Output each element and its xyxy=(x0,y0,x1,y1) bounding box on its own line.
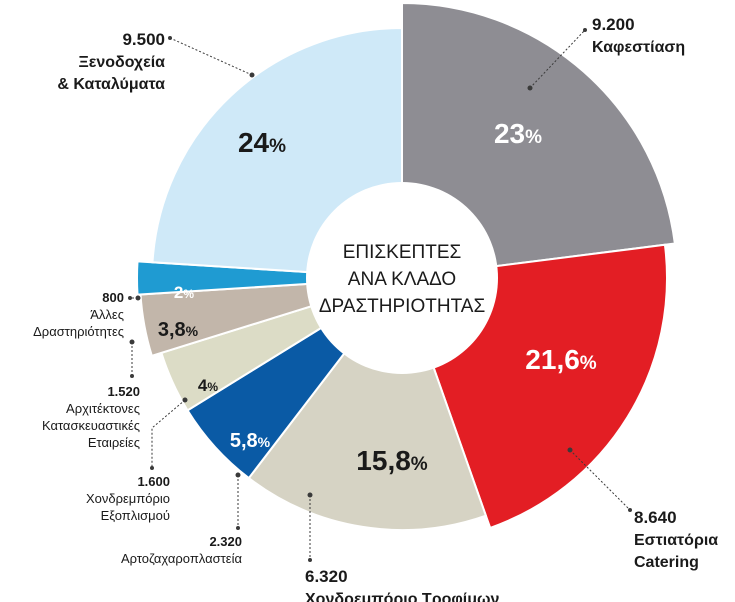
slice-category-label: Κατασκευαστικές xyxy=(42,418,140,433)
slice-value-label: 6.320 xyxy=(305,567,348,586)
center-title-line-3: ΔΡΑΣΤΗΡΙΟΤΗΤΑΣ xyxy=(319,296,485,317)
slice-value-label: 1.600 xyxy=(137,474,170,489)
slice-category-label: Εστιατόρια xyxy=(634,532,718,549)
slice-value-label: 9.500 xyxy=(122,30,165,49)
slice-category-label: Ξενοδοχεία xyxy=(78,54,165,71)
slice-pct-label: 4% xyxy=(198,376,218,395)
slice-category-label: Χονδρεμπόριο xyxy=(86,491,170,506)
slice-value-label: 9.200 xyxy=(592,15,635,34)
slice-pct-label: 15,8% xyxy=(356,445,428,476)
slice-category-label: Δραστηριότητες xyxy=(33,324,124,339)
leader-line xyxy=(569,449,631,511)
center-hole xyxy=(306,182,498,374)
leader-dot xyxy=(182,397,188,403)
center-title-line-2: ΑΝΑ ΚΛΑΔΟ xyxy=(348,269,456,290)
percent-labels: 23% 21,6% 15,8% 5,8% 4% 3,8% 2% 24% xyxy=(158,118,597,476)
leader-dot xyxy=(235,472,241,478)
leader-dot xyxy=(130,374,134,378)
leader-dot xyxy=(135,295,141,301)
leader-dot xyxy=(150,466,154,470)
slice-value-label: 1.520 xyxy=(107,384,140,399)
leader-dot xyxy=(583,28,587,32)
slice-category-label: Αρχιτέκτονες xyxy=(66,401,140,416)
slice-value-label: 8.640 xyxy=(634,508,677,527)
slice-value-label: 800 xyxy=(102,290,124,305)
pie-slices xyxy=(136,1,676,531)
leader-dot xyxy=(249,72,255,78)
leader-line xyxy=(151,399,186,468)
slice-value-label: 2.320 xyxy=(209,534,242,549)
leader-lines xyxy=(128,28,632,562)
slice-category-label: Άλλες xyxy=(90,307,124,322)
leader-dot xyxy=(527,85,533,91)
center-title-line-1: ΕΠΙΣΚΕΠΤΕΣ xyxy=(343,242,462,263)
leader-dot xyxy=(128,296,132,300)
slice-category-label: Χονδρεμπόριο Τροφίμων xyxy=(305,591,500,602)
slice-pct-label: 24% xyxy=(238,127,286,158)
slice-pct-label: 3,8% xyxy=(158,319,199,341)
slice-pct-label: 2% xyxy=(174,283,194,302)
leader-dot xyxy=(236,526,240,530)
leader-dot xyxy=(168,36,172,40)
slice-category-label: Εταιρείες xyxy=(88,435,140,450)
leader-dot xyxy=(308,558,312,562)
slice-category-label: & Καταλύματα xyxy=(57,76,165,93)
leader-dot xyxy=(628,508,632,512)
leader-line xyxy=(169,37,253,76)
slice-category-label: Αρτοζαχαροπλαστεία xyxy=(121,551,243,566)
leader-dot xyxy=(307,492,313,498)
leader-line xyxy=(529,29,586,89)
slice-category-label: Εξοπλισμού xyxy=(101,508,170,523)
slice-pct-label: 21,6% xyxy=(525,344,597,375)
leader-dot xyxy=(567,447,573,453)
leader-dot xyxy=(129,339,135,345)
slice-pct-label: 23% xyxy=(494,118,542,149)
category-labels: 9.200 Καφεστίαση 8.640 Εστιατόρια Catering 6.… xyxy=(33,15,718,602)
slice-pct-label: 5,8% xyxy=(230,430,271,452)
slice-category-label: Catering xyxy=(634,554,699,571)
slice-category-label: Καφεστίαση xyxy=(592,39,685,56)
